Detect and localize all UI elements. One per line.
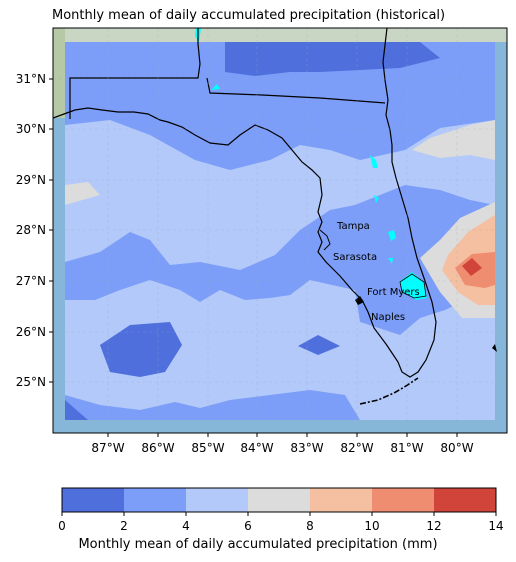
colorbar-tick-label: 12 — [426, 519, 441, 533]
contour-2-4-south — [65, 390, 360, 420]
contour-6-8-east — [412, 120, 495, 160]
graticule — [53, 28, 507, 433]
water-patch — [374, 195, 379, 203]
keys-coastline — [359, 377, 419, 405]
lon-tick-label: 80°W — [440, 441, 473, 455]
water-patch — [370, 155, 378, 168]
lon-tick-label: 87°W — [91, 441, 124, 455]
colorbar-bin-2-4 — [124, 488, 186, 512]
contour-12-14 — [462, 258, 482, 276]
colorbar-tick-label: 14 — [488, 519, 503, 533]
bay-outline — [319, 229, 331, 251]
contour-0-2-north — [225, 42, 440, 76]
lat-tick-label: 28°N — [16, 223, 46, 237]
map-plot — [53, 28, 507, 433]
city-label-tampa: Tampa — [336, 221, 370, 232]
tick-marks — [49, 78, 458, 437]
lat-tick-label: 30°N — [16, 122, 46, 136]
contour-6-8-gulf — [65, 182, 100, 205]
colorbar-tick-label: 8 — [306, 519, 314, 533]
island — [492, 344, 497, 352]
colorbar-bin-6-8 — [248, 488, 310, 512]
basemap-land-north — [53, 28, 507, 42]
colorbar-frame — [61, 487, 497, 513]
colorbar-tick-label: 10 — [364, 519, 379, 533]
colorbar-tick-label: 0 — [58, 519, 66, 533]
lon-tick-label: 81°W — [390, 441, 423, 455]
lat-tick-label: 31°N — [16, 72, 46, 86]
colorbar-tick-label: 6 — [244, 519, 252, 533]
island — [355, 296, 364, 305]
lon-tick-label: 85°W — [191, 441, 224, 455]
contour-0-2-southwest — [100, 322, 182, 377]
water-patch — [211, 84, 220, 90]
colorbar-bin-4-6 — [186, 488, 248, 512]
contour-2-4-north — [65, 42, 495, 170]
lat-tick-label: 25°N — [16, 375, 46, 389]
water-patch — [388, 258, 393, 264]
colorbar-bin-12-14 — [434, 488, 496, 512]
lon-tick-label: 86°W — [141, 441, 174, 455]
city-label-sarasota: Sarasota — [333, 252, 377, 263]
colorbar-label: Monthly mean of daily accumulated precip… — [78, 537, 438, 552]
state-border-al-fl — [69, 28, 201, 119]
lon-tick-label: 84°W — [240, 441, 273, 455]
colorbar-bin-0-2 — [62, 488, 124, 512]
contour-2-4-central — [65, 185, 495, 335]
lon-tick-label: 83°W — [290, 441, 323, 455]
contour-0-2-patch — [298, 335, 340, 355]
map-title: Monthly mean of daily accumulated precip… — [52, 8, 446, 23]
city-label-naples: Naples — [371, 312, 405, 323]
water-patch — [388, 230, 396, 241]
lon-tick-label: 82°W — [340, 441, 373, 455]
city-label-fort-myers: Fort Myers — [367, 287, 420, 298]
coastline — [53, 28, 437, 378]
contour-0-2-corner — [65, 400, 88, 420]
lat-tick-label: 27°N — [16, 274, 46, 288]
state-border-ga-fl — [206, 77, 386, 104]
colorbar-bin-10-12 — [372, 488, 434, 512]
colorbar-tick-label: 4 — [182, 519, 190, 533]
lat-tick-label: 29°N — [16, 173, 46, 187]
colorbar-bin-8-10 — [310, 488, 372, 512]
colorbar: 0 2 4 6 8 10 12 14 — [58, 487, 504, 533]
lat-tick-label: 26°N — [16, 325, 46, 339]
lake-okeechobee-outline — [399, 273, 427, 299]
basemap-land-west — [53, 28, 65, 118]
colorbar-tick-label: 2 — [120, 519, 128, 533]
